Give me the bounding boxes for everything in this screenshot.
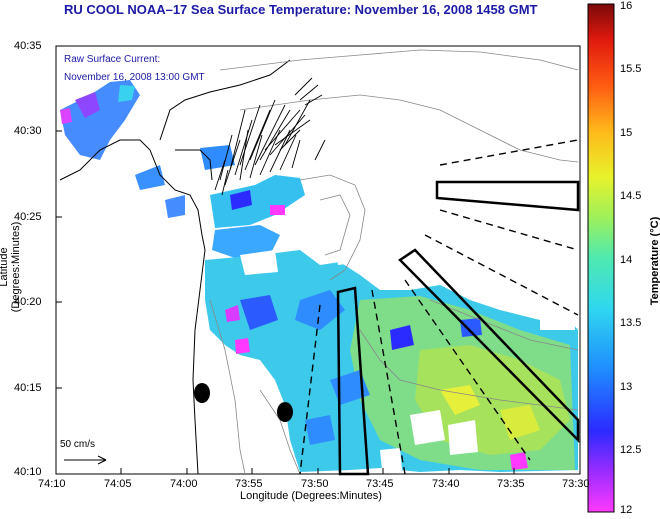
figure-title: RU COOL NOAA–17 Sea Surface Temperature:…: [64, 2, 538, 17]
y-tick: 40:30: [14, 125, 42, 137]
x-axis-label: Longitude (Degrees:Minutes): [240, 490, 382, 502]
x-tick: 73:40: [432, 478, 460, 490]
site-marker: [277, 402, 293, 422]
y-tick: 40:15: [14, 382, 42, 394]
x-tick: 74:10: [38, 478, 66, 490]
scale-arrow: [64, 455, 107, 465]
y-tick: 40:20: [14, 296, 42, 308]
y-tick: 40:35: [14, 40, 42, 52]
current-vectors: [214, 77, 326, 196]
coastline: [59, 139, 206, 475]
colorbar-tick: 15: [620, 127, 633, 139]
sst-patch-southeast: [205, 240, 578, 472]
colorbar-tick: 14.5: [620, 190, 642, 202]
current-note-title: Raw Surface Current:: [64, 54, 161, 65]
shipping-lanes: [336, 180, 580, 476]
colorbar-tick: 14: [620, 254, 633, 266]
colorbar-tick: 13.5: [620, 317, 642, 329]
colorbar-tick: 12: [620, 504, 633, 516]
x-tick: 73:30: [562, 478, 590, 490]
x-tick: 73:35: [497, 478, 525, 490]
sst-patch-nearshore: [200, 145, 305, 258]
y-tick: 40:25: [14, 211, 42, 223]
x-tick: 73:55: [235, 478, 263, 490]
scale-label: 50 cm/s: [60, 439, 96, 450]
x-tick: 74:00: [170, 478, 198, 490]
colorbar-tick: 13: [620, 381, 633, 393]
x-tick: 73:50: [301, 478, 329, 490]
x-tick: 73:45: [366, 478, 394, 490]
colorbar-tick: 15.5: [620, 63, 642, 75]
y-tick: 40:10: [14, 466, 42, 478]
x-tick: 74:05: [104, 478, 132, 490]
site-marker: [194, 383, 210, 403]
dashed-lanes: [299, 139, 579, 475]
colorbar-tick: 12.5: [620, 444, 642, 456]
sst-patch-northwest: [60, 80, 185, 218]
current-note-time: November 16, 2008 13:00 GMT: [64, 72, 205, 83]
colorbar-tick: 16: [620, 0, 633, 12]
colorbar: [587, 3, 615, 513]
bathymetry-contours: [209, 49, 579, 475]
